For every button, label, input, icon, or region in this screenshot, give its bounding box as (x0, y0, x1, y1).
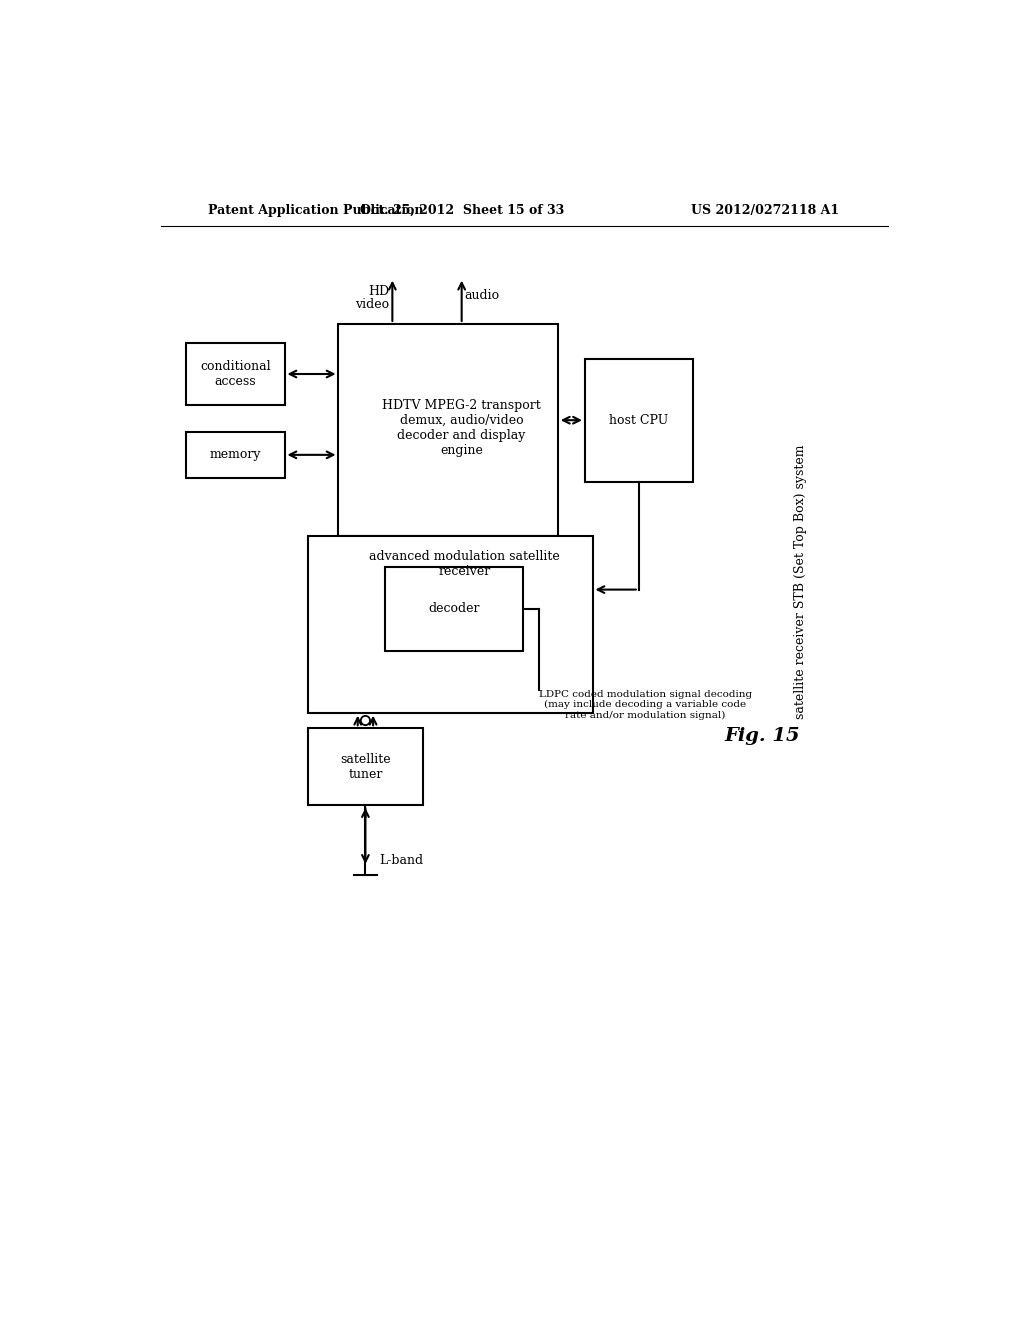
Bar (339, 323, 558, 536)
Text: Oct. 25, 2012  Sheet 15 of 33: Oct. 25, 2012 Sheet 15 of 33 (359, 205, 564, 218)
Text: conditional
access: conditional access (200, 360, 270, 388)
Bar (585, 359, 692, 482)
Text: audio: audio (465, 289, 500, 302)
Bar (385, 566, 523, 651)
Text: LDPC coded modulation signal decoding
(may include decoding a variable code
rate: LDPC coded modulation signal decoding (m… (539, 689, 752, 719)
Text: satellite
tuner: satellite tuner (340, 752, 391, 780)
Text: HD: HD (369, 285, 389, 298)
Text: host CPU: host CPU (609, 413, 669, 426)
Bar (307, 536, 593, 713)
Text: memory: memory (210, 449, 261, 462)
Bar (307, 729, 423, 805)
Text: satellite receiver STB (Set Top Box) system: satellite receiver STB (Set Top Box) sys… (794, 445, 807, 719)
Text: decoder: decoder (428, 602, 479, 615)
Circle shape (360, 715, 370, 725)
Text: HDTV MPEG-2 transport
demux, audio/video
decoder and display
engine: HDTV MPEG-2 transport demux, audio/video… (382, 399, 541, 457)
Text: Patent Application Publication: Patent Application Publication (208, 205, 423, 218)
Text: advanced modulation satellite
receiver: advanced modulation satellite receiver (370, 549, 560, 578)
Text: video: video (355, 298, 389, 312)
Bar (186, 343, 285, 405)
Bar (186, 432, 285, 478)
Text: US 2012/0272118 A1: US 2012/0272118 A1 (691, 205, 839, 218)
Text: Fig. 15: Fig. 15 (724, 727, 800, 744)
Text: L-band: L-band (379, 854, 423, 867)
